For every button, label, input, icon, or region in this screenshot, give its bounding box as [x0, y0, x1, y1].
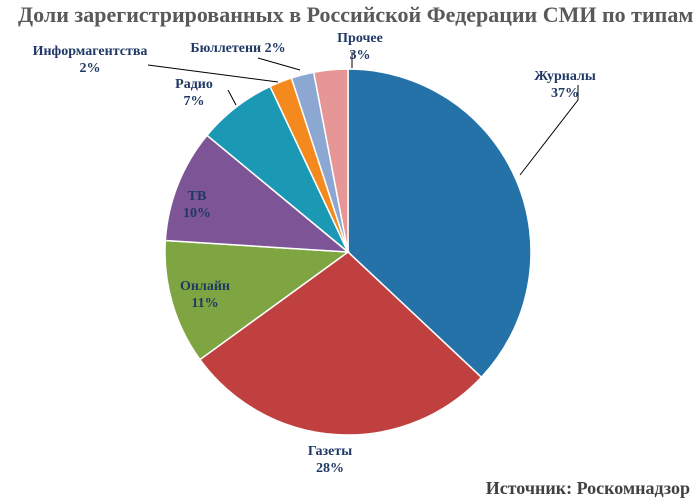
- slice-value-label: 28%: [316, 461, 344, 476]
- slice-label-byulleteni: Бюллетени 2%: [190, 41, 285, 56]
- slice-value-label: 11%: [191, 296, 218, 311]
- pie-slice-prochee: [312, 68, 349, 253]
- pie-slice-zhurnaly: [347, 68, 532, 379]
- slice-value-label: 7%: [184, 94, 205, 109]
- slice-category-label: ТВ: [188, 189, 207, 204]
- chart-title: Доли зарегистрированных в Российской Фед…: [18, 2, 694, 27]
- slice-category-label: Радио: [175, 77, 213, 92]
- slice-category-label: Прочее: [337, 31, 383, 46]
- slice-category-label: Информагентства: [33, 44, 148, 59]
- leader-line-zhurnaly: [519, 85, 579, 176]
- slice-category-label: Онлайн: [180, 279, 230, 294]
- slice-value-label: 3%: [350, 48, 371, 63]
- slice-label-onlayn: Онлайн 11%: [180, 279, 230, 311]
- chart-source: Источник: Роскомнадзор: [485, 478, 690, 498]
- slice-label-tv: ТВ 10%: [183, 189, 211, 221]
- slice-value-label: 2%: [80, 61, 101, 76]
- slice-label-zhurnaly: Журналы 37%: [534, 69, 596, 101]
- slice-label-informagentstva: Информагентства 2%: [33, 44, 148, 76]
- pie-slice-tv: [164, 134, 351, 253]
- slice-category-label: Газеты: [308, 444, 352, 459]
- pie-slice-gazety: [198, 251, 483, 436]
- pie-slice-onlayn: [164, 239, 351, 361]
- slice-value-label: 37%: [551, 86, 579, 101]
- slice-value-label: 10%: [183, 206, 211, 221]
- slice-category-label: Бюллетени 2%: [190, 41, 285, 56]
- leader-line-radio: [227, 89, 237, 106]
- slice-label-radio: Радио 7%: [175, 77, 213, 109]
- slice-label-gazety: Газеты 28%: [308, 444, 352, 476]
- slice-label-prochee: Прочее 3%: [337, 31, 383, 63]
- leader-line-informagentstva: [147, 64, 279, 83]
- leader-line-byulleteni: [257, 57, 301, 71]
- slice-category-label: Журналы: [534, 69, 596, 84]
